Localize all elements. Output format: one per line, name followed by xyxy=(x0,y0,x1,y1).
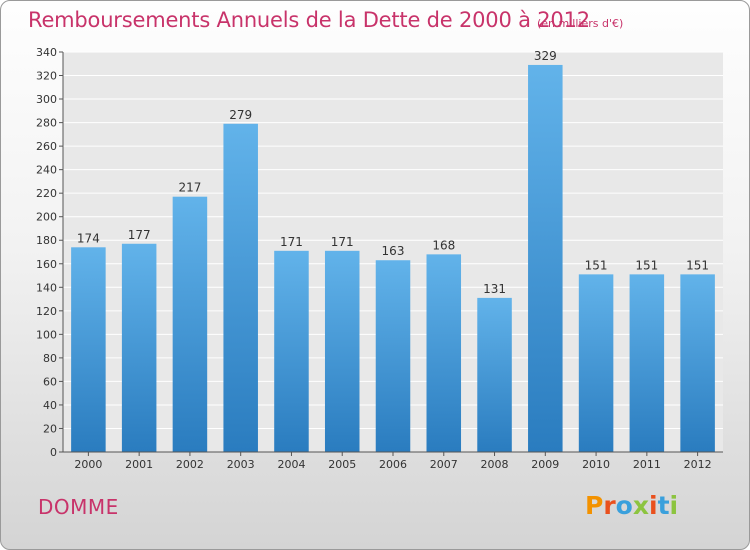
chart-unit: (en milliers d'€) xyxy=(537,17,624,30)
x-tick-label: 2002 xyxy=(176,458,204,471)
x-tick-label: 2011 xyxy=(633,458,661,471)
logo-letter: i xyxy=(669,491,679,520)
y-tick-label: 200 xyxy=(36,211,57,224)
x-tick-label: 2004 xyxy=(277,458,305,471)
bar-2006 xyxy=(375,260,411,452)
y-tick-label: 20 xyxy=(43,422,57,435)
bar-2009 xyxy=(528,64,563,453)
bar-value-label: 151 xyxy=(635,258,658,272)
bar-value-label: 171 xyxy=(331,235,354,249)
x-tick-label: 2003 xyxy=(227,458,255,471)
bar-value-label: 177 xyxy=(128,228,151,242)
bar-2004 xyxy=(274,250,309,452)
commune-name: DOMME xyxy=(38,495,119,519)
y-tick-label: 300 xyxy=(36,93,57,106)
bar-2000 xyxy=(71,247,106,452)
y-tick-label: 220 xyxy=(36,187,57,200)
bar-value-label: 131 xyxy=(483,282,506,296)
y-tick-label: 0 xyxy=(50,446,57,459)
x-tick-label: 2007 xyxy=(430,458,458,471)
x-tick-label: 2001 xyxy=(125,458,153,471)
axes: 0 20 40 60 80 100 120 140 160 180 200 220 240 260 280 3… xyxy=(36,46,723,471)
x-tick-label: 2005 xyxy=(328,458,356,471)
y-tick-label: 140 xyxy=(36,281,57,294)
bar-2008 xyxy=(477,297,512,452)
y-tick-label: 160 xyxy=(36,258,57,271)
x-tick-label: 2008 xyxy=(481,458,509,471)
logo-letter: r xyxy=(603,491,616,520)
bars: 174 177 217 279 171 171 163 168 131 329 151 151 151 xyxy=(71,49,715,453)
y-tick-label: 180 xyxy=(36,234,57,247)
bar-value-label: 163 xyxy=(382,244,405,258)
bar-2012 xyxy=(680,274,715,452)
bar-value-label: 151 xyxy=(686,258,709,272)
bar-value-label: 174 xyxy=(77,231,100,245)
y-tick-label: 60 xyxy=(43,375,57,388)
y-tick-label: 340 xyxy=(36,46,57,59)
x-tick-label: 2009 xyxy=(531,458,559,471)
logo-letter: o xyxy=(615,491,633,520)
bar-2007 xyxy=(426,254,462,452)
y-tick-label: 320 xyxy=(36,70,57,83)
y-tick-label: 80 xyxy=(43,352,57,365)
bar-2001 xyxy=(121,243,157,452)
x-tick-label: 2000 xyxy=(74,458,102,471)
y-tick-label: 280 xyxy=(36,117,57,130)
logo-letter: P xyxy=(585,491,604,520)
y-tick-label: 260 xyxy=(36,140,57,153)
logo-letter: x xyxy=(632,491,649,520)
bar-2011 xyxy=(629,274,665,452)
bar-value-label: 168 xyxy=(432,238,455,252)
y-tick-label: 240 xyxy=(36,164,57,177)
bar-value-label: 171 xyxy=(280,235,303,249)
bar-2002 xyxy=(172,196,208,452)
bar-2003 xyxy=(223,123,258,452)
x-tick-label: 2012 xyxy=(684,458,712,471)
proxiti-logo[interactable]: Proxiti xyxy=(585,491,678,520)
y-tick-label: 40 xyxy=(43,399,57,412)
bar-value-label: 329 xyxy=(534,49,557,63)
chart-title: Remboursements Annuels de la Dette de 20… xyxy=(28,8,590,32)
y-tick-label: 100 xyxy=(36,328,57,341)
bar-value-label: 279 xyxy=(229,108,252,122)
x-tick-label: 2006 xyxy=(379,458,407,471)
x-tick-label: 2010 xyxy=(582,458,610,471)
bar-value-label: 217 xyxy=(178,181,201,195)
bar-value-label: 151 xyxy=(585,258,608,272)
y-tick-label: 120 xyxy=(36,305,57,318)
logo-letter: i xyxy=(649,491,658,520)
bar-2010 xyxy=(578,274,614,452)
logo-letter: t xyxy=(657,491,670,520)
bar-2005 xyxy=(324,250,360,452)
